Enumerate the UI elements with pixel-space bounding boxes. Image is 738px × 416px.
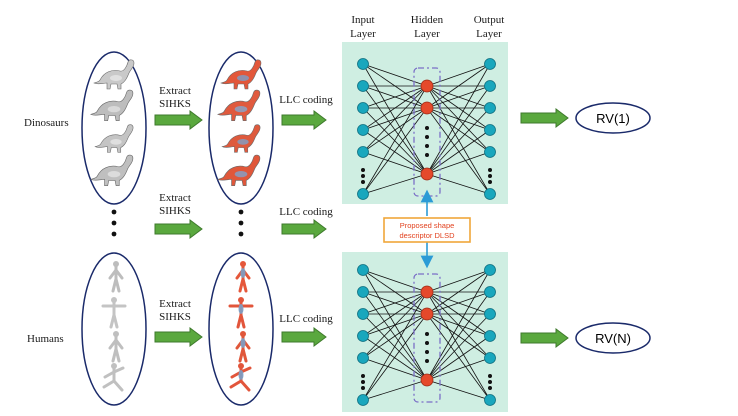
descriptor-box-line1: Proposed shape bbox=[400, 221, 455, 230]
sihks-human-shape-3 bbox=[235, 331, 251, 363]
dinosaur-shape-1 bbox=[93, 59, 135, 90]
sihks-dinosaur-shape-3 bbox=[221, 124, 261, 153]
output-layer-header-line2: Layer bbox=[476, 28, 502, 40]
output-node-top-6 bbox=[484, 188, 496, 200]
arrow-llc-row3 bbox=[281, 327, 327, 347]
human-shape-4 bbox=[102, 363, 125, 392]
layer-headers: Input Layer Hidden Layer Output Layer bbox=[350, 14, 504, 40]
network-edges-bottom bbox=[362, 269, 491, 401]
hidden-node-bottom-2 bbox=[420, 307, 434, 321]
arrow-llc-row1 bbox=[281, 110, 327, 130]
input-node-top-1 bbox=[357, 58, 369, 70]
hidden-layer-outline-bottom bbox=[413, 273, 441, 403]
sihks-human-shape-2 bbox=[228, 297, 254, 329]
input-ellipsis-bottom bbox=[361, 374, 365, 390]
input-node-bottom-2 bbox=[357, 286, 369, 298]
category-label-humans: Humans bbox=[27, 333, 64, 345]
neural-network-top bbox=[357, 58, 496, 200]
input-shapes-ellipse-humans bbox=[81, 252, 147, 406]
input-node-top-2 bbox=[357, 80, 369, 92]
input-node-top-4 bbox=[357, 124, 369, 136]
input-layer-header-line2: Layer bbox=[350, 28, 376, 40]
input-node-top-3 bbox=[357, 102, 369, 114]
hidden-node-top-2 bbox=[420, 101, 434, 115]
input-node-bottom-6 bbox=[357, 394, 369, 406]
output-node-bottom-4 bbox=[484, 330, 496, 342]
llc-coding-label-row2: LLC coding bbox=[279, 206, 333, 218]
descriptor-box bbox=[383, 217, 471, 243]
human-shape-1 bbox=[108, 261, 124, 293]
output-node-top-2 bbox=[484, 80, 496, 92]
output-node-bottom-1 bbox=[484, 264, 496, 276]
sihks-dinosaur-shape-4 bbox=[217, 154, 261, 186]
network-edges-top bbox=[362, 63, 491, 195]
input-node-bottom-3 bbox=[357, 308, 369, 320]
output-node-bottom-5 bbox=[484, 352, 496, 364]
ellipsis-dots-left bbox=[111, 209, 117, 237]
human-shape-3 bbox=[108, 331, 124, 363]
human-shape-2 bbox=[101, 297, 127, 329]
hidden-node-bottom-3 bbox=[420, 373, 434, 387]
llc-coding-label-row1: LLC coding bbox=[279, 94, 333, 106]
ellipsis-dots-middle bbox=[238, 209, 244, 237]
arrow-llc-row2 bbox=[281, 219, 327, 239]
shape-thumbnails bbox=[90, 59, 262, 392]
arrow-extract-row3 bbox=[154, 327, 203, 347]
sihks-dinosaur-shape-1 bbox=[220, 59, 262, 90]
sihks-human-shape-1 bbox=[235, 261, 251, 293]
output-node-bottom-3 bbox=[484, 308, 496, 320]
input-layer-header-line1: Input bbox=[351, 14, 374, 26]
arrow-extract-row1 bbox=[154, 110, 203, 130]
extract-label-row3-line2: SIHKS bbox=[159, 311, 191, 323]
hidden-node-top-3 bbox=[420, 167, 434, 181]
llc-coding-label-row3: LLC coding bbox=[279, 313, 333, 325]
extract-label-row1-line2: SIHKS bbox=[159, 98, 191, 110]
hidden-ellipsis-top bbox=[425, 126, 429, 157]
output-ellipsis-top bbox=[488, 168, 492, 184]
input-node-top-6 bbox=[357, 188, 369, 200]
extract-label-row3-line1: Extract bbox=[159, 298, 191, 310]
output-node-bottom-6 bbox=[484, 394, 496, 406]
dinosaur-shape-3 bbox=[94, 124, 134, 153]
sihks-dinosaur-shape-2 bbox=[217, 89, 261, 121]
extract-label-row2-line1: Extract bbox=[159, 192, 191, 204]
dinosaur-shape-2 bbox=[90, 89, 134, 121]
result-ellipse-rvn bbox=[575, 322, 651, 354]
descriptor-box-line2: descriptor DLSD bbox=[399, 231, 455, 240]
result-label-rvn: RV(N) bbox=[595, 331, 631, 346]
hidden-layer-header-line2: Layer bbox=[414, 28, 440, 40]
arrow-result-row3 bbox=[520, 328, 569, 348]
sihks-shapes-ellipse-humans bbox=[208, 252, 274, 406]
arrow-extract-row2 bbox=[154, 219, 203, 239]
input-node-bottom-5 bbox=[357, 352, 369, 364]
category-label-dinosaurs: Dinosaurs bbox=[24, 117, 69, 129]
hidden-node-top-1 bbox=[420, 79, 434, 93]
arrow-result-row1 bbox=[520, 108, 569, 128]
hidden-layer-header-line1: Hidden bbox=[411, 14, 444, 26]
output-node-top-4 bbox=[484, 124, 496, 136]
input-node-bottom-1 bbox=[357, 264, 369, 276]
output-layer-header-line1: Output bbox=[474, 14, 505, 26]
result-label-rv1: RV(1) bbox=[596, 111, 630, 126]
result-ellipse-rv1 bbox=[575, 102, 651, 134]
hidden-node-bottom-1 bbox=[420, 285, 434, 299]
neural-network-bottom bbox=[357, 264, 496, 406]
input-ellipsis-top bbox=[361, 168, 365, 184]
output-node-top-5 bbox=[484, 146, 496, 158]
output-ellipsis-bottom bbox=[488, 374, 492, 390]
input-node-bottom-4 bbox=[357, 330, 369, 342]
extract-label-row1-line1: Extract bbox=[159, 85, 191, 97]
output-node-top-1 bbox=[484, 58, 496, 70]
extract-label-row2-line2: SIHKS bbox=[159, 205, 191, 217]
green-arrows bbox=[154, 108, 569, 348]
dinosaur-shape-4 bbox=[90, 154, 134, 186]
input-node-top-5 bbox=[357, 146, 369, 158]
output-node-top-3 bbox=[484, 102, 496, 114]
sihks-human-shape-4 bbox=[229, 363, 252, 392]
output-node-bottom-2 bbox=[484, 286, 496, 298]
hidden-ellipsis-bottom bbox=[425, 332, 429, 363]
